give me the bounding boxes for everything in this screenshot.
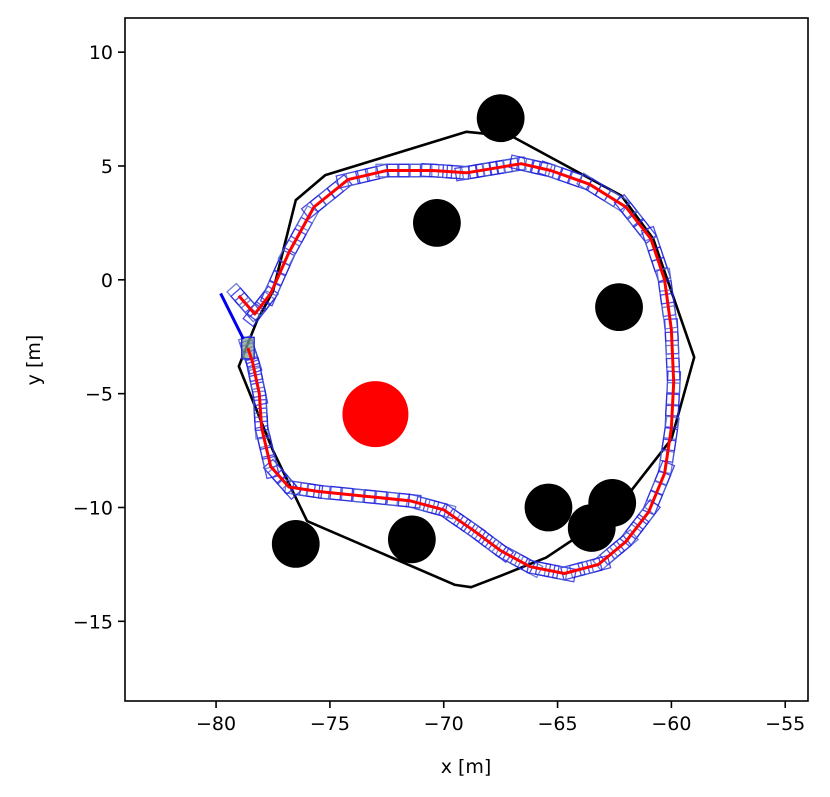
x-tick-label: −75: [310, 713, 350, 735]
y-axis: −15 −10 −5 0 5 10: [73, 42, 125, 633]
obstacle: [476, 94, 525, 143]
y-tick-label: −5: [85, 384, 113, 406]
goal-marker: [342, 381, 409, 448]
y-tick-label: 0: [101, 270, 113, 292]
obstacle: [271, 520, 320, 568]
plot-frame: [124, 17, 809, 702]
x-axis: −80 −75 −70 −65 −60 −55: [196, 701, 805, 735]
y-axis-label: y [m]: [23, 335, 45, 386]
x-axis-label: x [m]: [441, 756, 492, 778]
path-line: [237, 162, 676, 575]
x-tick-label: −80: [196, 713, 236, 735]
obstacle: [567, 504, 616, 552]
x-tick-label: −65: [538, 713, 578, 735]
obstacle: [413, 199, 461, 247]
x-tick-label: −70: [424, 713, 464, 735]
plot-area: [219, 94, 696, 589]
plot-background: [125, 18, 808, 701]
obstacle: [387, 515, 436, 564]
y-tick-label: −15: [73, 611, 113, 633]
heading-line: [219, 292, 245, 340]
obstacle: [595, 283, 643, 332]
obstacle: [524, 483, 573, 532]
y-tick-label: 5: [101, 156, 113, 178]
y-tick-label: 10: [89, 42, 113, 64]
x-tick-label: −60: [651, 713, 691, 735]
y-tick-label: −10: [73, 497, 113, 519]
x-tick-label: −55: [765, 713, 805, 735]
